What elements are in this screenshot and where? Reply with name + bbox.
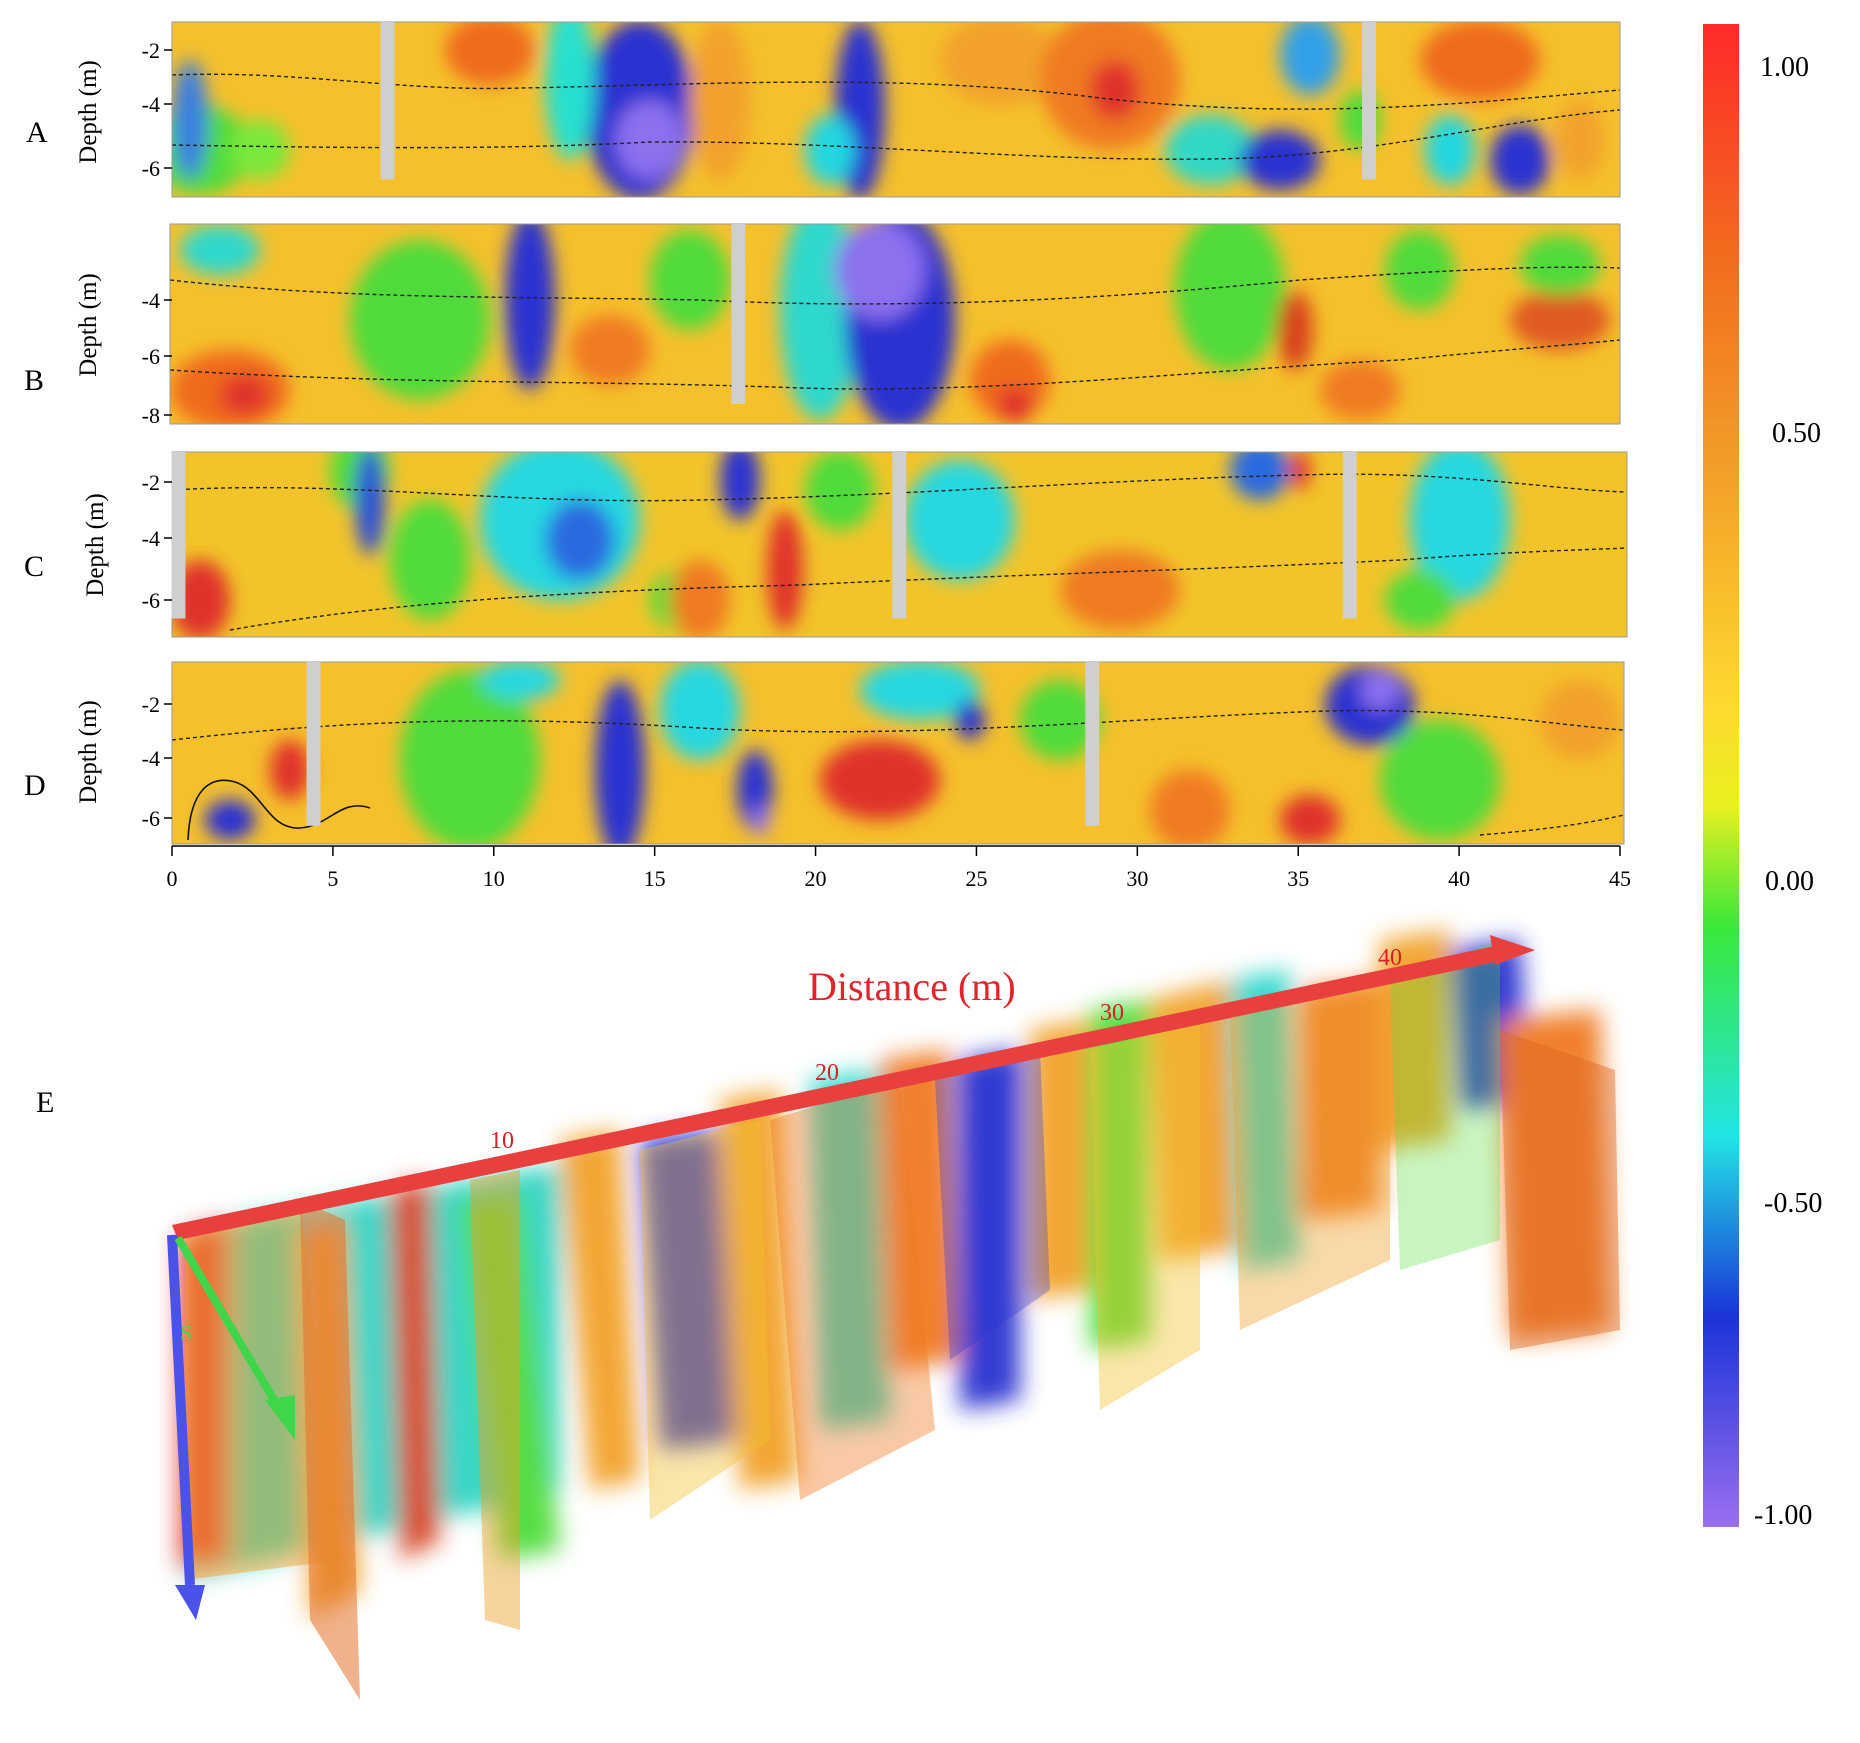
panel-c-data-gap (171, 452, 186, 619)
panel-a-data-gap (380, 22, 395, 180)
colorbar-tick-1: 1.00 (1760, 52, 1809, 83)
panel-a-ytick-label: -4 (142, 92, 160, 117)
y-axis-label-c: Depth (m) (82, 493, 109, 596)
y-axis-label-b: Depth (m) (75, 273, 102, 376)
distance-axis-label: Distance (m) (808, 964, 1016, 1009)
panel-b-heatmap (169, 223, 1621, 425)
panel-a-ytick-label: -6 (142, 156, 160, 181)
panel-b-ytick-label: -6 (142, 344, 160, 369)
panel-c-ytick-label: -2 (142, 470, 160, 495)
x-tick-label: 25 (965, 866, 987, 891)
x-tick-label: 5 (327, 866, 338, 891)
panel-d-ytick-label: -2 (142, 692, 160, 717)
y-axis-label-d: Depth (m) (75, 700, 102, 803)
colorbar-tick-2: 0.50 (1772, 418, 1821, 449)
panel-letter-e: E (36, 1086, 54, 1119)
x-tick-label: 45 (1609, 866, 1631, 891)
colorbar-tick-4: -0.50 (1764, 1188, 1822, 1219)
panel-c-data-gap (892, 452, 907, 619)
y-axis-label-a: Depth (m) (75, 60, 102, 163)
panel-c-ytick-label: -4 (142, 526, 160, 551)
x-tick-label: 30 (1126, 866, 1148, 891)
x-tick-label: 0 (167, 866, 178, 891)
panel-d-data-gap (306, 662, 321, 826)
panel-letter-d: D (24, 769, 46, 802)
side-axis-arrow (174, 1235, 284, 1413)
panel-a-ytick-label: -2 (142, 38, 160, 63)
panel-d-heatmap (171, 661, 1625, 845)
panel-b-data-gap (731, 224, 746, 404)
depth-axis-arrow (167, 1234, 195, 1586)
panel-d-data-gap (1085, 662, 1100, 826)
panel-letter-b: B (24, 364, 44, 397)
axis-ticks: -2 -4 -6 -4 -6 -8 -2 -4 -6 -2 -4 -6 0 5 10 15 20 25 30 35 40… (142, 38, 1631, 891)
distance-axis-arrowhead (1490, 935, 1535, 965)
panel-a-heatmap (171, 21, 1621, 198)
colorbar: 1.00 0.50 0.00 -0.50 -1.00 (1703, 24, 1822, 1531)
data-gap-bars (171, 22, 1377, 826)
distance-axis-tick-40: 40 (1378, 945, 1402, 971)
colorbar-gradient (1703, 24, 1739, 1527)
side-axis-label: S (180, 1320, 192, 1345)
x-tick-label: 40 (1448, 866, 1470, 891)
panel-e-3d-view: S Distance (m) 10 20 30 40 (167, 930, 1620, 1700)
x-tick-label: 15 (644, 866, 666, 891)
panel-letter-c: C (24, 550, 44, 583)
panel-d-ytick-label: -4 (142, 746, 160, 771)
depth-axis-arrowhead (175, 1585, 205, 1620)
panel-letter-a: A (26, 116, 48, 149)
panel-b-ytick-label: -4 (142, 288, 160, 313)
distance-axis-tick-30: 30 (1100, 1000, 1124, 1026)
panel-d-ytick-label: -6 (142, 806, 160, 831)
x-tick-label: 10 (483, 866, 505, 891)
colorbar-tick-3: 0.00 (1765, 866, 1814, 897)
panel-a-data-gap (1362, 22, 1377, 180)
panel-c-data-gap (1342, 452, 1357, 619)
colorbar-tick-5: -1.00 (1754, 1500, 1812, 1531)
x-tick-label: 35 (1287, 866, 1309, 891)
distance-axis-arrow (172, 945, 1505, 1240)
side-axis-arrowhead (265, 1395, 295, 1440)
panel-c-ytick-label: -6 (142, 588, 160, 613)
x-tick-label: 20 (805, 866, 827, 891)
panel-b-ytick-label: -8 (142, 403, 160, 428)
distance-axis-tick-20: 20 (815, 1060, 839, 1086)
distance-axis-tick-10: 10 (490, 1128, 514, 1154)
